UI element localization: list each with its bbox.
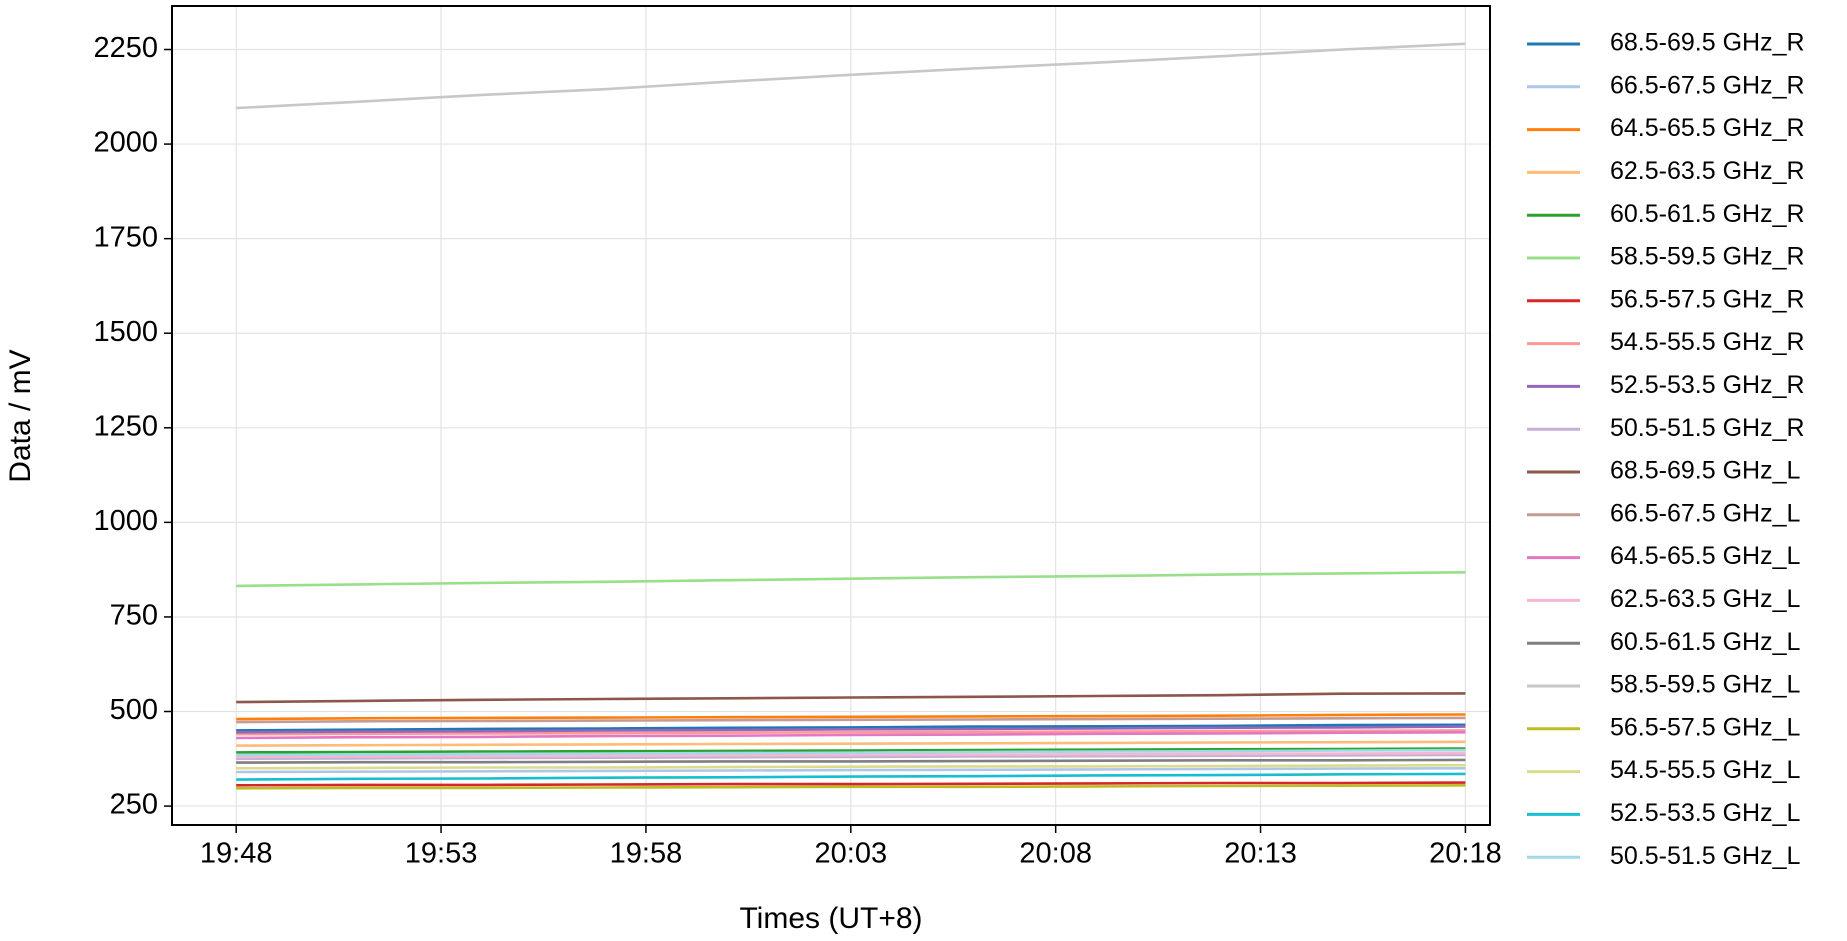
legend-label: 58.5-59.5 GHz_L xyxy=(1610,671,1800,699)
series-line xyxy=(236,784,1466,790)
legend-label: 60.5-61.5 GHz_R xyxy=(1610,200,1805,228)
series-line xyxy=(236,571,1466,588)
series-line xyxy=(236,747,1466,754)
series-line xyxy=(236,772,1466,781)
x-tick-label: 20:08 xyxy=(1019,838,1092,870)
x-tick-label: 20:03 xyxy=(815,838,888,870)
y-tick-label: 250 xyxy=(110,789,158,821)
y-tick-label: 1750 xyxy=(93,221,158,253)
series-line xyxy=(236,692,1466,704)
y-axis-title: Data / mV xyxy=(4,349,37,482)
x-tick-label: 19:53 xyxy=(405,838,478,870)
plot-frame xyxy=(171,5,1491,826)
legend-label: 60.5-61.5 GHz_L xyxy=(1610,628,1800,656)
legend-label: 58.5-59.5 GHz_R xyxy=(1610,243,1805,271)
legend-label: 68.5-69.5 GHz_R xyxy=(1610,29,1805,57)
legend-label: 54.5-55.5 GHz_L xyxy=(1610,756,1800,784)
legend-label: 52.5-53.5 GHz_L xyxy=(1610,799,1800,827)
series-line xyxy=(236,763,1466,770)
legend-label: 54.5-55.5 GHz_R xyxy=(1610,328,1805,356)
x-tick-label: 20:13 xyxy=(1224,838,1297,870)
series-line xyxy=(236,751,1466,759)
legend-label: 56.5-57.5 GHz_L xyxy=(1610,713,1800,741)
legend-label: 64.5-65.5 GHz_R xyxy=(1610,114,1805,142)
y-tick-label: 500 xyxy=(110,694,158,726)
y-tick-label: 2250 xyxy=(93,32,158,64)
legend-label: 50.5-51.5 GHz_L xyxy=(1610,842,1800,870)
series-line xyxy=(236,42,1466,110)
x-axis-title: Times (UT+8) xyxy=(739,902,922,935)
legend-label: 66.5-67.5 GHz_R xyxy=(1610,71,1805,99)
y-tick-label: 1500 xyxy=(93,316,158,348)
series-line xyxy=(236,731,1466,740)
legend-label: 52.5-53.5 GHz_R xyxy=(1610,371,1805,399)
legend-label: 62.5-63.5 GHz_R xyxy=(1610,157,1805,185)
y-tick-label: 1250 xyxy=(93,410,158,442)
x-tick-label: 19:58 xyxy=(610,838,683,870)
y-tick-label: 2000 xyxy=(93,127,158,159)
series-line xyxy=(236,716,1466,724)
series-line xyxy=(236,767,1466,774)
series-line xyxy=(236,758,1466,764)
series-line xyxy=(236,729,1466,736)
series-line xyxy=(236,713,1466,721)
legend-label: 66.5-67.5 GHz_L xyxy=(1610,499,1800,527)
series-line xyxy=(236,723,1466,732)
series-line xyxy=(236,748,1466,757)
legend-label: 68.5-69.5 GHz_L xyxy=(1610,457,1800,485)
legend-label: 64.5-65.5 GHz_L xyxy=(1610,542,1800,570)
x-tick-label: 19:48 xyxy=(200,838,273,870)
legend-label: 56.5-57.5 GHz_R xyxy=(1610,285,1805,313)
series-line xyxy=(236,725,1466,734)
legend-label: 62.5-63.5 GHz_L xyxy=(1610,585,1800,613)
x-tick-label: 20:18 xyxy=(1429,838,1502,870)
series-line xyxy=(236,740,1466,747)
y-tick-label: 1000 xyxy=(93,505,158,537)
legend-label: 50.5-51.5 GHz_R xyxy=(1610,414,1805,442)
y-tick-label: 750 xyxy=(110,600,158,632)
series-line xyxy=(236,753,1466,761)
series-line xyxy=(236,781,1466,787)
